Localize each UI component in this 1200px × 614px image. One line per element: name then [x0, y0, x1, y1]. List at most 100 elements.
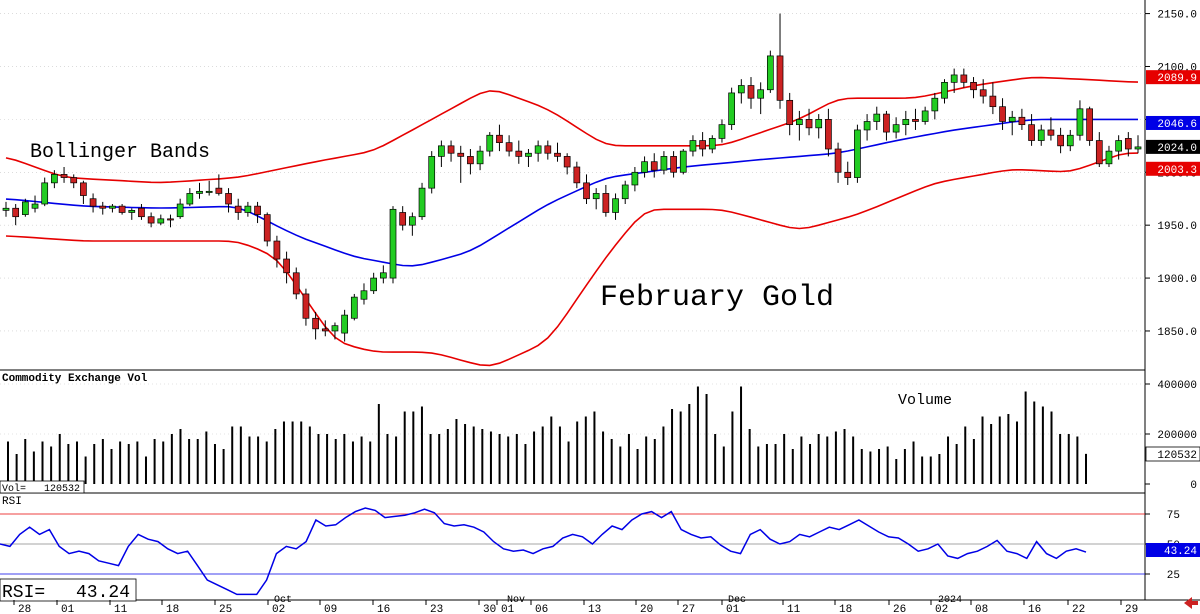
candle-body	[902, 119, 910, 126]
candle	[660, 151, 668, 175]
candle	[805, 108, 813, 136]
candle-body	[641, 161, 648, 173]
candle-body	[186, 193, 194, 205]
candle-body	[515, 150, 523, 157]
candle-body	[215, 187, 223, 194]
candle-body	[650, 161, 658, 171]
candle-body	[312, 317, 319, 330]
volume-gridlines	[0, 383, 1145, 435]
candle-body	[399, 212, 407, 226]
candle-body	[341, 314, 348, 334]
candle	[1018, 108, 1026, 130]
candle-body	[205, 190, 213, 193]
candle-body	[331, 325, 339, 332]
candle	[418, 182, 426, 220]
candle-body	[254, 205, 261, 215]
candle	[921, 106, 929, 125]
candle-body	[737, 85, 745, 94]
day-label: 22	[1072, 604, 1085, 614]
candle	[467, 149, 474, 175]
candle	[931, 92, 939, 120]
candle	[844, 161, 852, 185]
candle	[592, 188, 600, 210]
candle	[515, 140, 523, 164]
price-tag-middle-box	[1146, 115, 1200, 130]
candle-body	[757, 89, 765, 99]
candle-body	[883, 113, 890, 133]
candle-body	[157, 218, 165, 224]
day-label: 28	[18, 604, 31, 614]
candle	[631, 166, 639, 192]
candle-body	[525, 152, 532, 157]
candle-body	[109, 205, 116, 209]
candle-body	[2, 207, 10, 211]
candle	[670, 151, 677, 178]
candle	[167, 214, 174, 228]
bollinger-bands	[5, 76, 1139, 367]
candle	[457, 145, 465, 183]
candle-body	[41, 182, 49, 205]
candle	[1095, 132, 1103, 167]
candle-body	[873, 113, 881, 122]
candle-body	[796, 119, 803, 126]
candle-body	[409, 216, 416, 226]
candle	[854, 124, 861, 183]
candle	[979, 79, 987, 104]
candle-body	[302, 293, 310, 319]
candle	[350, 293, 358, 321]
candle	[563, 153, 571, 175]
price-tick-label: 1950.0	[1157, 221, 1197, 233]
candle	[128, 208, 136, 220]
day-label: 11	[787, 604, 801, 614]
day-label: 23	[430, 604, 443, 614]
candle	[602, 184, 610, 217]
candle	[360, 283, 368, 305]
candle	[1008, 110, 1016, 136]
day-label: 01	[726, 604, 740, 614]
scroll-arrow-icon[interactable]	[1184, 597, 1198, 609]
candle-body	[1037, 129, 1045, 141]
candle	[689, 135, 697, 157]
candle	[766, 50, 774, 93]
candle-body	[1057, 134, 1064, 147]
candle-body	[292, 272, 300, 295]
day-label: 16	[1028, 604, 1041, 614]
candle	[176, 198, 184, 219]
candle-body	[844, 171, 852, 178]
month-label: Nov	[507, 595, 525, 606]
candle-body	[321, 328, 329, 332]
candle	[544, 140, 552, 160]
candle	[31, 195, 39, 213]
candle-body	[196, 190, 203, 194]
candle	[147, 212, 155, 228]
candle	[273, 235, 281, 268]
candle-body	[941, 81, 948, 99]
candle	[1028, 114, 1035, 146]
candle	[331, 322, 339, 340]
volume-tick-label: 400000	[1157, 380, 1197, 392]
day-label: 13	[588, 604, 601, 614]
price-tick-label: 1900.0	[1157, 274, 1197, 286]
candle-body	[350, 296, 358, 319]
candle-body	[950, 74, 958, 83]
candle	[379, 265, 387, 284]
candle-body	[863, 121, 871, 131]
candle	[428, 151, 436, 194]
candle-body	[815, 119, 823, 129]
candle	[22, 198, 29, 217]
candle-body	[921, 110, 929, 122]
candle-body	[389, 208, 397, 279]
candle-body	[1047, 129, 1055, 136]
candle-body	[544, 145, 552, 154]
candle	[157, 214, 165, 226]
price-tag-last-box	[1146, 139, 1200, 154]
candle-body	[912, 119, 919, 122]
candle-body	[1076, 108, 1084, 136]
volume-last-tag: 120532	[1157, 450, 1197, 462]
candle-body	[534, 145, 542, 154]
candle	[215, 174, 223, 196]
price-tag-lower: 2003.3	[1157, 165, 1197, 177]
candle-body	[496, 134, 503, 144]
candle-body	[689, 140, 697, 152]
candle-body	[283, 258, 290, 274]
